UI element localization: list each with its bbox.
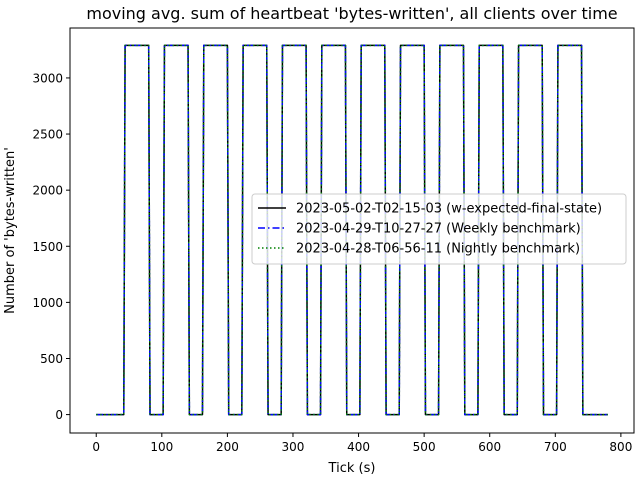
legend-label-3: 2023-04-28-T06-56-11 (Nightly benchmark) bbox=[296, 242, 580, 257]
legend: 2023-05-02-T02-15-03 (w-expected-final-s… bbox=[251, 193, 627, 265]
y-axis: 0 500 1000 1500 2000 2500 3000 bbox=[32, 71, 70, 422]
x-tick-label: 700 bbox=[544, 440, 567, 454]
chart-title: moving avg. sum of heartbeat 'bytes-writ… bbox=[86, 4, 617, 23]
plot-area-frame bbox=[69, 27, 635, 434]
x-tick-label: 0 bbox=[92, 440, 100, 454]
y-tick-label: 1500 bbox=[32, 240, 63, 254]
series-layer bbox=[96, 44, 608, 416]
y-tick-label: 500 bbox=[40, 352, 63, 366]
y-tick-label: 0 bbox=[55, 408, 63, 422]
x-tick-label: 100 bbox=[150, 440, 173, 454]
x-axis: 0 100 200 300 400 500 600 700 800 bbox=[92, 433, 632, 454]
x-tick-label: 600 bbox=[478, 440, 501, 454]
y-tick-label: 2500 bbox=[32, 128, 63, 142]
y-tick-label: 2000 bbox=[32, 184, 63, 198]
x-tick-label: 400 bbox=[347, 440, 370, 454]
series-line-3 bbox=[96, 44, 608, 416]
x-axis-label: Tick (s) bbox=[328, 461, 376, 476]
x-tick-label: 800 bbox=[609, 440, 632, 454]
y-axis-label: Number of 'bytes-written' bbox=[3, 147, 18, 314]
x-tick-label: 300 bbox=[282, 440, 305, 454]
x-tick-label: 500 bbox=[413, 440, 436, 454]
legend-label-2: 2023-04-29-T10-27-27 (Weekly benchmark) bbox=[296, 222, 581, 237]
legend-box bbox=[251, 193, 627, 265]
y-tick-label: 3000 bbox=[32, 71, 63, 85]
y-tick-label: 1000 bbox=[32, 296, 63, 310]
x-tick-label: 200 bbox=[216, 440, 239, 454]
legend-label-1: 2023-05-02-T02-15-03 (w-expected-final-s… bbox=[296, 202, 602, 217]
